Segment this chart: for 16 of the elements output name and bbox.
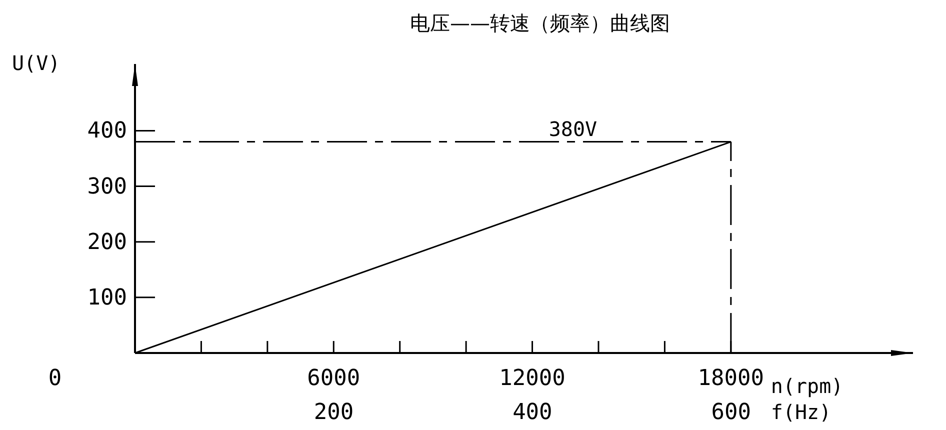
x-tick-label: 12000 [499,366,566,391]
title: 电压——转速（频率）曲线图 [410,11,670,35]
xlabel: n(rpm) [770,374,844,398]
y-tick-label: 300 [87,174,127,200]
x-tick-label: 18000 [698,366,764,391]
x-tick-label: 6000 [307,366,360,391]
ref-label: 380V [548,116,598,141]
x2label: f(Hz) [770,400,832,424]
x2-tick-label: 400 [512,400,552,425]
y-tick-label: 100 [87,285,127,310]
ylabel: U(V) [12,51,60,75]
y-tick-label: 200 [87,230,127,255]
annotation: 0 [48,366,62,391]
x2-tick-label: 600 [711,400,752,425]
y-tick-label: 400 [87,118,127,144]
x2-tick-label: 200 [314,400,354,425]
